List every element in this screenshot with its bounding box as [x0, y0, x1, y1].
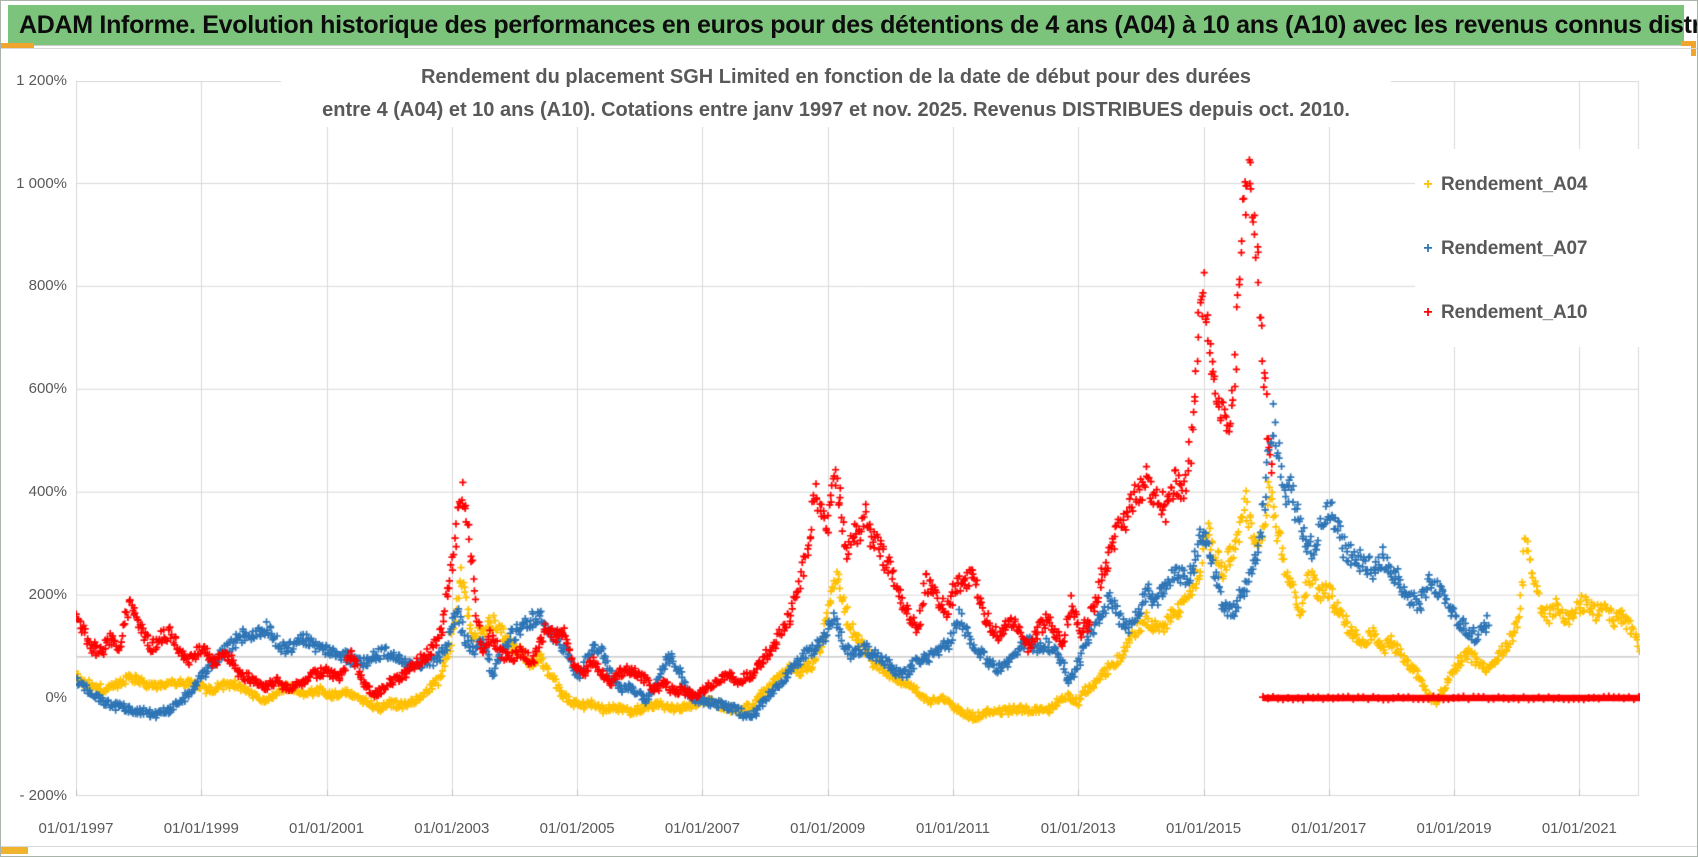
y-axis-label: 400%	[28, 483, 67, 501]
y-axis-label: 0%	[45, 689, 67, 706]
selection-handle-icon	[1, 43, 34, 49]
legend-item-rendement-a04[interactable]: + Rendement_A04	[1415, 170, 1653, 200]
y-axis-label: 1 200%	[16, 71, 67, 89]
y-axis-label: 1 000%	[16, 174, 67, 192]
legend-label: Rendement_A04	[1441, 174, 1588, 195]
legend-item-rendement-a07[interactable]: + Rendement_A07	[1415, 234, 1653, 264]
x-axis-label: 01/01/2005	[539, 820, 615, 837]
legend-item-rendement-a10[interactable]: + Rendement_A10	[1415, 298, 1653, 328]
x-axis-label: 01/01/2009	[790, 820, 866, 837]
x-axis-label: 01/01/2021	[1541, 820, 1617, 837]
chart-legend[interactable]: + Rendement_A04 + Rendement_A07 + Rendem…	[1415, 149, 1653, 347]
x-axis-label: 01/01/2001	[289, 820, 365, 837]
x-axis-label: 01/01/1999	[163, 820, 239, 837]
legend-label: Rendement_A10	[1441, 302, 1588, 323]
chart-title: Rendement du placement SGH Limited en fo…	[281, 61, 1391, 127]
x-axis-label: 01/01/2011	[915, 820, 990, 837]
y-axis-label: 200%	[28, 586, 67, 604]
chart-title-line1: Rendement du placement SGH Limited en fo…	[420, 66, 1252, 88]
header-bar: ADAM Informe. Evolution historique des p…	[8, 5, 1697, 45]
x-axis-label: 01/01/2007	[664, 820, 740, 837]
chart-title-line2: entre 4 (A04) et 10 ans (A10). Cotations…	[322, 99, 1350, 121]
bottom-handle-icon	[1, 847, 28, 854]
bottom-divider	[1, 846, 1697, 847]
plus-marker-icon: +	[1423, 176, 1433, 193]
chart-canvas[interactable]	[76, 81, 1640, 797]
y-axis-label: 800%	[28, 277, 67, 295]
x-axis-label: 01/01/2003	[414, 820, 490, 837]
x-axis-label: 01/01/2013	[1040, 820, 1116, 837]
x-axis-label: 01/01/2017	[1291, 820, 1367, 837]
header-title: ADAM Informe. Evolution historique des p…	[19, 10, 1698, 39]
y-axis-label: - 200%	[19, 787, 67, 804]
x-axis-label: 01/01/2015	[1165, 820, 1242, 837]
legend-label: Rendement_A07	[1441, 238, 1588, 259]
x-axis-label: 01/01/2019	[1416, 820, 1492, 837]
x-axis-label: 01/01/1997	[38, 820, 114, 837]
y-axis-label: 600%	[28, 380, 67, 398]
plus-marker-icon: +	[1423, 304, 1433, 321]
plus-marker-icon: +	[1423, 240, 1433, 257]
header-divider	[1, 48, 1697, 49]
